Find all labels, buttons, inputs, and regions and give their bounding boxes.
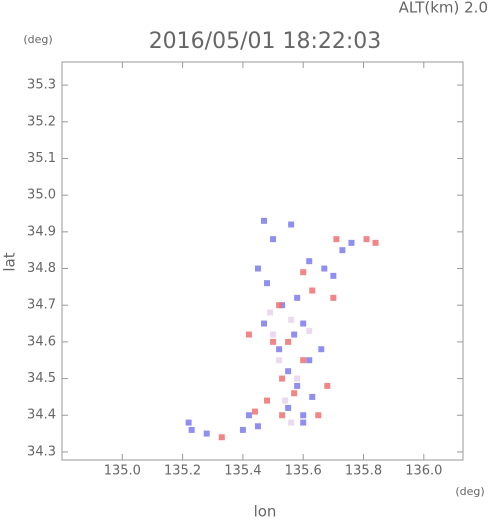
radar-echo (279, 302, 286, 309)
radar-echo (264, 397, 271, 404)
radar-echo (270, 236, 277, 243)
radar-echo (321, 265, 328, 272)
y-tick-label: 34.3 (27, 444, 56, 459)
radar-echo (276, 346, 283, 353)
radar-echo (315, 412, 322, 419)
y-tick-label: 35.3 (27, 78, 56, 93)
radar-echo (291, 331, 298, 338)
x-tick-label: 135.0 (104, 464, 141, 479)
altitude-label: ALT(km) 2.0 (399, 0, 488, 17)
radar-echo (239, 426, 246, 433)
radar-echo (291, 390, 298, 397)
radar-echo (288, 419, 295, 426)
y-tick-label: 35.2 (27, 114, 56, 129)
radar-echo (188, 426, 195, 433)
radar-echo (279, 375, 286, 382)
y-tick-label: 34.7 (27, 298, 56, 313)
x-tick-label: 135.2 (164, 464, 201, 479)
radar-echo (276, 357, 283, 364)
radar-echo (363, 236, 370, 243)
radar-echo (318, 346, 325, 353)
radar-echo (300, 320, 307, 327)
radar-echo (339, 247, 346, 254)
radar-echo (309, 287, 316, 294)
radar-echo (261, 320, 268, 327)
radar-echo (254, 423, 261, 430)
y-tick-label: 35.1 (27, 151, 56, 166)
radar-echo (306, 327, 313, 334)
radar-echo (330, 294, 337, 301)
radar-echo (324, 382, 331, 389)
radar-echo (203, 430, 210, 437)
radar-echo (285, 404, 292, 411)
radar-echo (285, 338, 292, 345)
x-tick-label: 135.8 (345, 464, 382, 479)
radar-echo (309, 393, 316, 400)
y-tick-label: 34.6 (27, 334, 56, 349)
radar-echo (285, 368, 292, 375)
radar-echo (245, 331, 252, 338)
chart-title: 2016/05/01 18:22:03 (149, 29, 382, 54)
radar-echo (264, 280, 271, 287)
y-axis-label: lat (1, 252, 19, 271)
x-tick-label: 135.4 (224, 464, 261, 479)
radar-echo (276, 302, 283, 309)
y-tick-label: 34.5 (27, 371, 56, 386)
y-tick-label: 34.8 (27, 261, 56, 276)
x-unit: (deg) (455, 485, 484, 498)
radar-echo (279, 412, 286, 419)
radar-echo (300, 419, 307, 426)
radar-echo (300, 357, 307, 364)
radar-echo (300, 269, 307, 276)
radar-echo (306, 258, 313, 265)
radar-echo (330, 272, 337, 279)
y-tick-label: 35.0 (27, 188, 56, 203)
y-unit: (deg) (23, 33, 52, 46)
plot-frame (61, 61, 464, 461)
y-tick-label: 34.9 (27, 224, 56, 239)
radar-echo (270, 331, 277, 338)
y-tick-label: 34.4 (27, 408, 56, 423)
radar-echo (251, 408, 258, 415)
radar-echo (333, 236, 340, 243)
radar-echo (300, 412, 307, 419)
radar-echo (306, 357, 313, 364)
radar-echo (294, 382, 301, 389)
radar-echo (270, 338, 277, 345)
radar-echo (245, 412, 252, 419)
radar-echo (288, 221, 295, 228)
radar-echo (348, 239, 355, 246)
x-axis-label: lon (254, 503, 277, 521)
radar-echo (294, 294, 301, 301)
radar-echo (254, 265, 261, 272)
radar-echo (294, 375, 301, 382)
radar-echo (218, 434, 225, 441)
radar-echo (267, 309, 274, 316)
x-tick-label: 136.0 (405, 464, 442, 479)
radar-echo (288, 316, 295, 323)
radar-echo (261, 217, 268, 224)
radar-echo (282, 397, 289, 404)
radar-echo (185, 419, 192, 426)
x-tick-label: 135.6 (285, 464, 322, 479)
radar-echo (372, 239, 379, 246)
